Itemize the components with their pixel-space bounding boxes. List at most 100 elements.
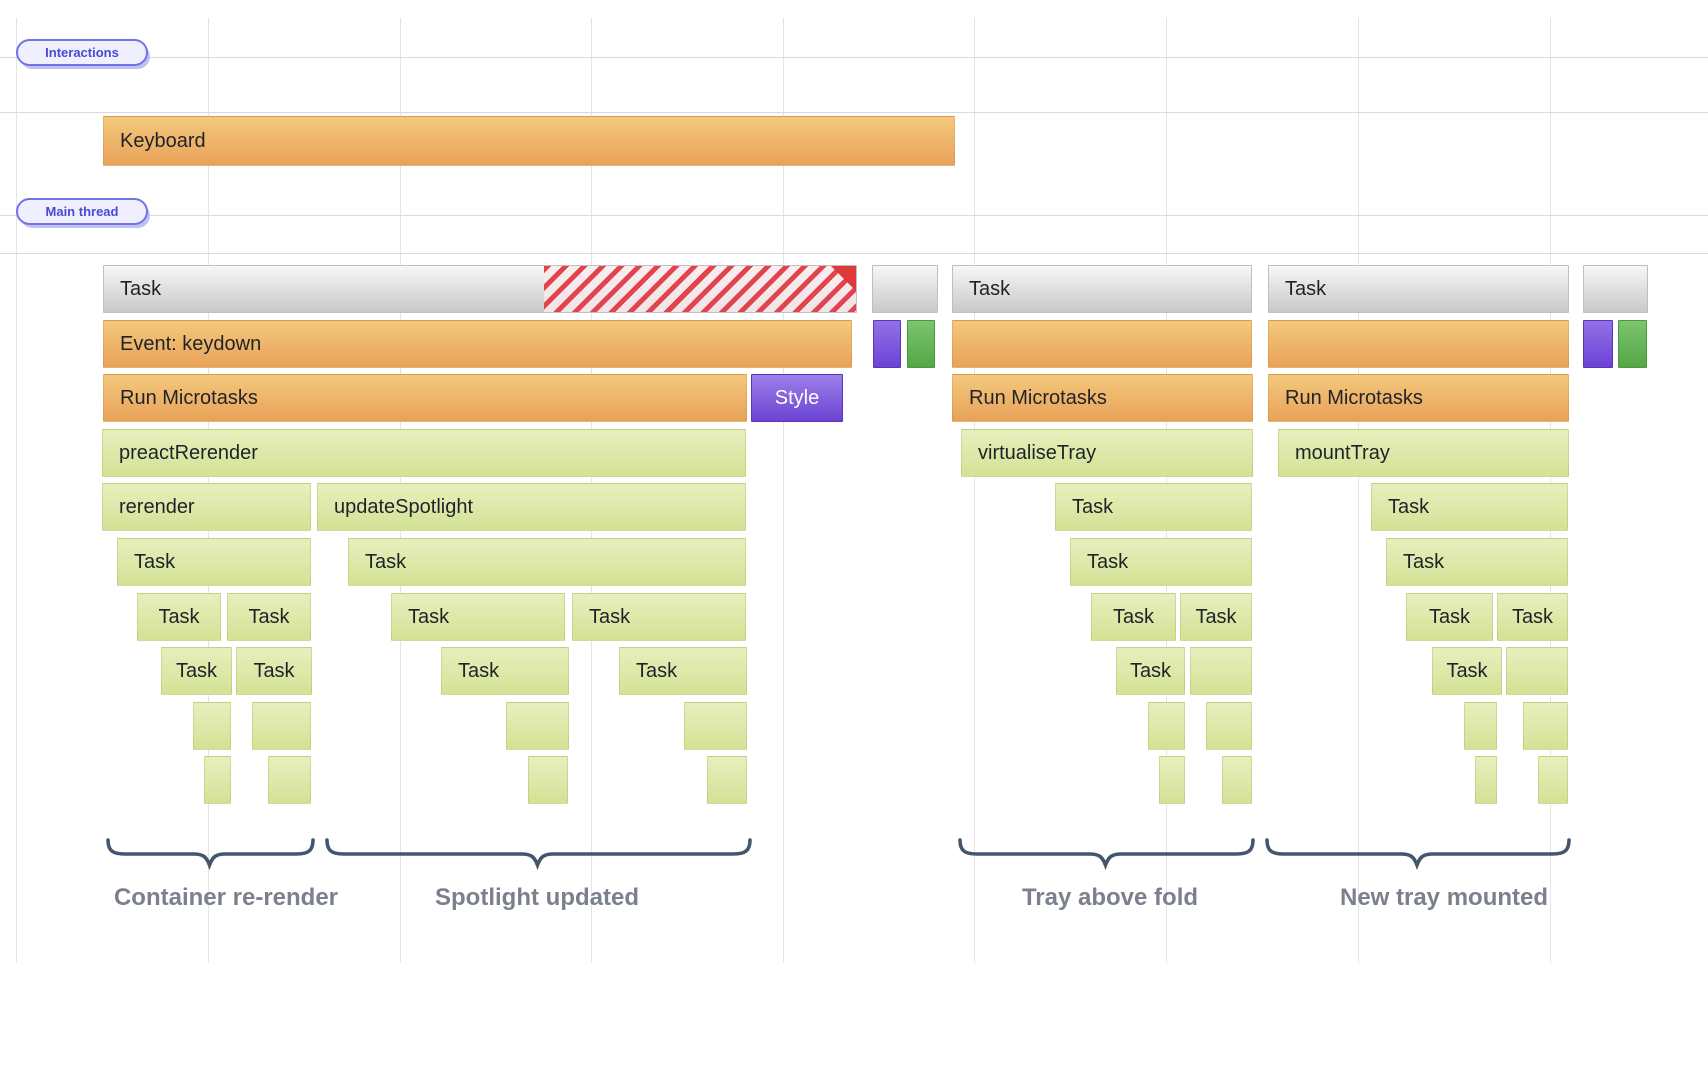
interactions-track-title: Interactions bbox=[45, 45, 119, 60]
flame-bar-run-microtasks[interactable]: Run Microtasks bbox=[952, 374, 1253, 422]
flame-bar-task[interactable]: Task bbox=[1371, 483, 1568, 531]
flame-bar-task[interactable]: Task bbox=[1268, 265, 1569, 313]
flame-bar-label: Task bbox=[1446, 659, 1488, 682]
phase-caption: Spotlight updated bbox=[435, 884, 639, 911]
flame-bar-run-microtasks[interactable]: Run Microtasks bbox=[1268, 374, 1569, 422]
track-label-interactions[interactable]: Interactions bbox=[16, 39, 148, 66]
flame-bar-run-microtasks[interactable]: Run Microtasks bbox=[103, 374, 747, 422]
flame-bar[interactable] bbox=[1148, 702, 1185, 750]
phase-caption: New tray mounted bbox=[1339, 884, 1549, 911]
grid-hline bbox=[0, 215, 1708, 216]
flame-bar[interactable] bbox=[1159, 756, 1185, 804]
flame-bar-rerender[interactable]: rerender bbox=[102, 483, 311, 531]
track-label-main-thread[interactable]: Main thread bbox=[16, 198, 148, 225]
flame-bar-label: Task bbox=[1195, 605, 1237, 628]
flame-bar-label: Task bbox=[408, 605, 450, 628]
flame-bar-label: Task bbox=[1388, 495, 1430, 518]
underbrace bbox=[958, 838, 1255, 870]
flame-bar-label: Run Microtasks bbox=[1285, 386, 1423, 409]
flame-bar-updatespotlight[interactable]: updateSpotlight bbox=[317, 483, 746, 531]
flame-bar-label: Task bbox=[1403, 550, 1445, 573]
flame-bar[interactable] bbox=[252, 702, 311, 750]
flame-bar-label: virtualiseTray bbox=[978, 441, 1097, 464]
flame-bar-label: Task bbox=[1285, 277, 1327, 300]
flame-bar-event-keydown[interactable]: Event: keydown bbox=[103, 320, 852, 368]
flame-bar[interactable] bbox=[1206, 702, 1252, 750]
flame-bar[interactable] bbox=[1523, 702, 1568, 750]
flame-bar[interactable] bbox=[1475, 756, 1497, 804]
flame-bar-task[interactable]: Task bbox=[572, 593, 746, 641]
flame-bar[interactable] bbox=[707, 756, 747, 804]
grid-hline bbox=[0, 57, 1708, 58]
flame-bar-virtualisetray[interactable]: virtualiseTray bbox=[961, 429, 1253, 477]
underbrace bbox=[325, 838, 752, 870]
flame-bar-task[interactable]: Task bbox=[1406, 593, 1493, 641]
flame-bar-label: Task bbox=[134, 550, 176, 573]
flame-bar-preactrerender[interactable]: preactRerender bbox=[102, 429, 746, 477]
flame-bar[interactable] bbox=[873, 320, 901, 368]
flame-bar[interactable] bbox=[952, 320, 1252, 368]
flame-bar[interactable] bbox=[907, 320, 935, 368]
flame-bar-label: mountTray bbox=[1295, 441, 1390, 464]
flame-bar-label: Task bbox=[636, 659, 678, 682]
flame-bar-task[interactable]: Task bbox=[227, 593, 311, 641]
flame-bar-task[interactable]: Task bbox=[1070, 538, 1252, 586]
flame-bar-style[interactable]: Style bbox=[751, 374, 843, 422]
flame-bar-label: Task bbox=[158, 605, 200, 628]
flame-bar-label: Task bbox=[120, 277, 162, 300]
flame-bar-task[interactable]: Task bbox=[1432, 647, 1502, 695]
phase-caption: Container re-render bbox=[113, 884, 339, 911]
flame-bar[interactable] bbox=[506, 702, 569, 750]
flame-bar[interactable] bbox=[528, 756, 568, 804]
flame-bar-task[interactable]: Task bbox=[1055, 483, 1252, 531]
flame-bar-mounttray[interactable]: mountTray bbox=[1278, 429, 1569, 477]
flame-bar-label: Task bbox=[248, 605, 290, 628]
flame-bar[interactable] bbox=[1268, 320, 1569, 368]
flame-bar-label: Task bbox=[175, 659, 218, 682]
flame-bar[interactable] bbox=[1464, 702, 1497, 750]
flame-bar[interactable] bbox=[684, 702, 747, 750]
underbrace bbox=[1265, 838, 1571, 870]
flame-bar-task[interactable]: Task bbox=[348, 538, 746, 586]
flame-bar-task[interactable]: Task bbox=[1116, 647, 1185, 695]
flame-bar-task[interactable]: Task bbox=[1386, 538, 1568, 586]
flame-bar-task[interactable]: Task bbox=[1091, 593, 1176, 641]
flame-bar-label: rerender bbox=[119, 495, 195, 518]
flame-bar[interactable] bbox=[268, 756, 311, 804]
flame-bar-task[interactable]: Task bbox=[117, 538, 311, 586]
flame-bar[interactable] bbox=[1583, 320, 1613, 368]
flame-bar[interactable] bbox=[193, 702, 231, 750]
flame-bar-task[interactable]: Task bbox=[441, 647, 569, 695]
flame-bar-label: Task bbox=[1112, 605, 1155, 628]
flame-bar-task[interactable]: Task bbox=[391, 593, 565, 641]
flame-bar-task[interactable]: Task bbox=[1180, 593, 1252, 641]
long-task-hatch bbox=[544, 266, 856, 312]
flame-bar-label: Task bbox=[458, 659, 500, 682]
flame-bar-label: Style bbox=[774, 386, 820, 409]
flame-bar-task[interactable]: Task bbox=[137, 593, 221, 641]
grid-vline bbox=[974, 18, 975, 963]
flame-bar[interactable] bbox=[1583, 265, 1648, 313]
flame-bar-task[interactable]: Task bbox=[1497, 593, 1568, 641]
flame-bar[interactable] bbox=[204, 756, 231, 804]
grid-hline bbox=[0, 253, 1708, 254]
flame-bar-task[interactable]: Task bbox=[952, 265, 1252, 313]
flame-bar-task[interactable]: Task bbox=[236, 647, 312, 695]
flame-bar-task[interactable]: Task bbox=[619, 647, 747, 695]
flame-bar-task[interactable]: Task bbox=[103, 265, 857, 313]
flame-bar-label: Task bbox=[1072, 495, 1114, 518]
flame-bar[interactable] bbox=[1538, 756, 1568, 804]
flame-bar[interactable] bbox=[1222, 756, 1252, 804]
main-thread-track-title: Main thread bbox=[45, 204, 119, 219]
flame-bar[interactable] bbox=[1190, 647, 1252, 695]
flame-bar[interactable] bbox=[872, 265, 938, 313]
grid-vline bbox=[16, 18, 17, 963]
interaction-bar-keyboard[interactable]: Keyboard bbox=[103, 116, 955, 166]
flame-bar-label: Run Microtasks bbox=[969, 386, 1107, 409]
flame-bar-label: Run Microtasks bbox=[120, 386, 258, 409]
flame-bar[interactable] bbox=[1506, 647, 1568, 695]
keyboard-bar-label: Keyboard bbox=[120, 129, 206, 152]
flame-bar-task[interactable]: Task bbox=[161, 647, 232, 695]
flame-bar[interactable] bbox=[1618, 320, 1647, 368]
